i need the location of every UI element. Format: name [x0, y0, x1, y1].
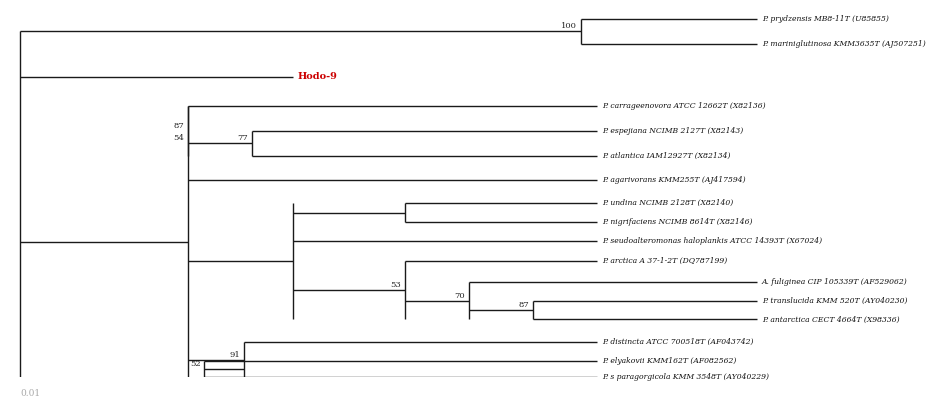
Text: 53: 53 — [389, 281, 401, 289]
Text: P. arctica A 37-1-2T (DQ787199): P. arctica A 37-1-2T (DQ787199) — [601, 257, 727, 265]
Text: P. agarivorans KMM255T (AJ417594): P. agarivorans KMM255T (AJ417594) — [601, 176, 745, 184]
Text: P. s paragorgicola KMM 3548T (AY040229): P. s paragorgicola KMM 3548T (AY040229) — [601, 374, 769, 382]
Text: P. carrageenovora ATCC 12662T (X82136): P. carrageenovora ATCC 12662T (X82136) — [601, 102, 765, 110]
Text: P. prydzensis MB8-11T (U85855): P. prydzensis MB8-11T (U85855) — [762, 15, 889, 23]
Text: P. elyakovii KMM162T (AF082562): P. elyakovii KMM162T (AF082562) — [601, 357, 736, 365]
Text: 91: 91 — [230, 351, 240, 359]
Text: P. distincta ATCC 700518T (AF043742): P. distincta ATCC 700518T (AF043742) — [601, 338, 753, 346]
Text: P. atlantica IAM12927T (X82134): P. atlantica IAM12927T (X82134) — [601, 152, 730, 160]
Text: 52: 52 — [190, 360, 201, 368]
Text: Hodo-9: Hodo-9 — [297, 72, 337, 81]
Text: 87: 87 — [174, 122, 184, 130]
Text: P. nigrifaciens NCIMB 8614T (X82146): P. nigrifaciens NCIMB 8614T (X82146) — [601, 218, 752, 226]
Text: P. antarctica CECT 4664T (X98336): P. antarctica CECT 4664T (X98336) — [762, 315, 899, 323]
Text: A. fuliginea CIP 105339T (AF529062): A. fuliginea CIP 105339T (AF529062) — [762, 278, 908, 286]
Text: P. translucida KMM 520T (AY040230): P. translucida KMM 520T (AY040230) — [762, 297, 908, 305]
Text: P. seudoalteromonas haloplankis ATCC 14393T (X67024): P. seudoalteromonas haloplankis ATCC 143… — [601, 236, 822, 244]
Text: P. undina NCIMB 2128T (X82140): P. undina NCIMB 2128T (X82140) — [601, 199, 733, 207]
Text: 0.01: 0.01 — [21, 389, 40, 398]
Text: 87: 87 — [518, 301, 529, 309]
Text: P. espejiana NCIMB 2127T (X82143): P. espejiana NCIMB 2127T (X82143) — [601, 127, 743, 135]
Text: 100: 100 — [561, 22, 577, 30]
Text: 54: 54 — [174, 134, 184, 142]
Text: 70: 70 — [454, 292, 465, 300]
Text: P. mariniglutinosa KMM3635T (AJ507251): P. mariniglutinosa KMM3635T (AJ507251) — [762, 40, 926, 48]
Text: 77: 77 — [238, 134, 248, 142]
